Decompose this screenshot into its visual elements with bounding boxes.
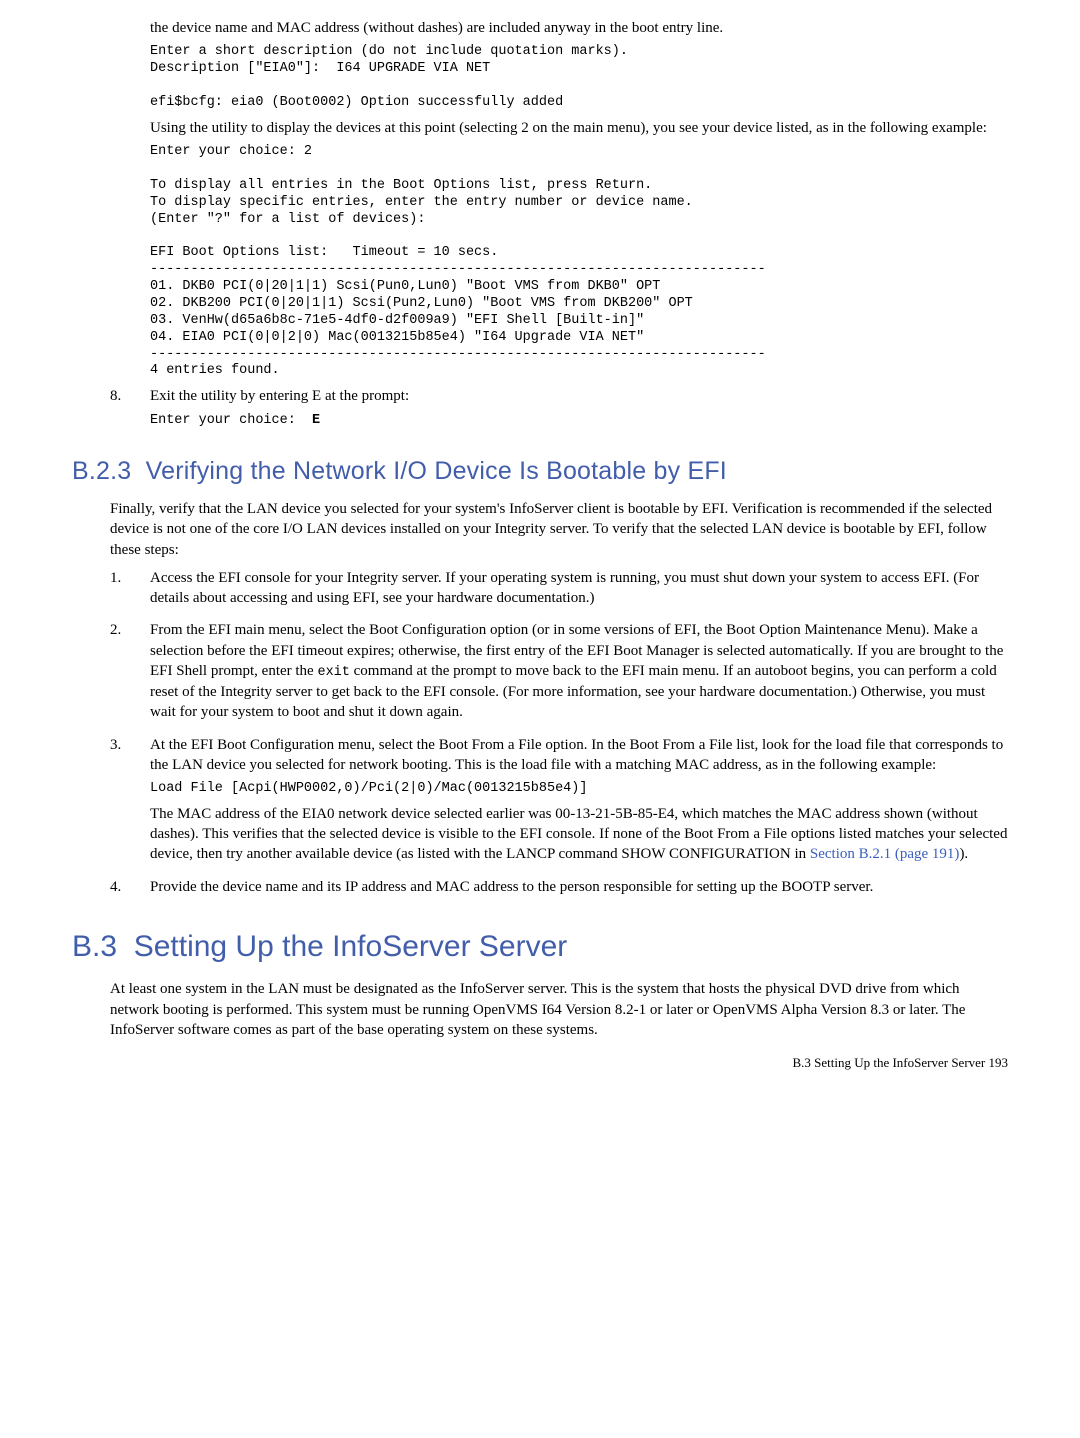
b23-step-3-code: Load File [Acpi(HWP0002,0)/Pci(2|0)/Mac(… <box>150 781 1008 798</box>
b23-step-3-p2: The MAC address of the EIA0 network devi… <box>150 804 1008 865</box>
step-8: 8. Exit the utility by entering E at the… <box>110 386 1008 435</box>
heading-b3-number: B.3 <box>72 927 117 968</box>
b23-step-2: 2. From the EFI main menu, select the Bo… <box>110 620 1008 728</box>
b23-step-1-number: 1. <box>110 568 150 615</box>
b23-step-4: 4. Provide the device name and its IP ad… <box>110 877 1008 903</box>
step-8-number: 8. <box>110 386 150 435</box>
heading-b3: B.3 Setting Up the InfoServer Server <box>72 927 1008 968</box>
code-block-description: Enter a short description (do not includ… <box>150 44 1008 112</box>
b23-step-2-number: 2. <box>110 620 150 728</box>
code-enter-description: Enter a short description (do not includ… <box>150 44 1008 112</box>
heading-b23-title: Verifying the Network I/O Device Is Boot… <box>146 457 727 485</box>
b23-step-4-text: Provide the device name and its IP addre… <box>150 877 1008 897</box>
step-8-code-prefix: Enter your choice: <box>150 413 312 428</box>
para-utility-display: Using the utility to display the devices… <box>150 118 1008 138</box>
b23-step-1: 1. Access the EFI console for your Integ… <box>110 568 1008 615</box>
heading-b23: B.2.3 Verifying the Network I/O Device I… <box>72 455 1008 489</box>
link-section-b21[interactable]: Section B.2.1 (page 191) <box>810 846 960 862</box>
b3-para: At least one system in the LAN must be d… <box>110 979 1008 1040</box>
para-using-utility: Using the utility to display the devices… <box>150 118 1008 138</box>
b23-step-3-p1: At the EFI Boot Configuration menu, sele… <box>150 735 1008 776</box>
b23-steps: 1. Access the EFI console for your Integ… <box>72 568 1008 903</box>
b23-step-2-text: From the EFI main menu, select the Boot … <box>150 620 1008 722</box>
heading-b23-number: B.2.3 <box>72 455 131 489</box>
step-8-code: Enter your choice: E <box>150 413 1008 430</box>
code-block-boot-options: Enter your choice: 2 To display all entr… <box>150 144 1008 380</box>
para-device-mac: the device name and MAC address (without… <box>150 18 1008 38</box>
heading-b3-title: Setting Up the InfoServer Server <box>134 930 568 963</box>
page-footer: B.3 Setting Up the InfoServer Server 193 <box>72 1054 1008 1072</box>
b23-step-3-number: 3. <box>110 735 150 871</box>
b23-step-3: 3. At the EFI Boot Configuration menu, s… <box>110 735 1008 871</box>
step-list-continued: 8. Exit the utility by entering E at the… <box>72 386 1008 435</box>
exit-command-inline: exit <box>317 665 349 680</box>
step-8-code-input: E <box>312 413 320 428</box>
b23-step-1-text: Access the EFI console for your Integrit… <box>150 568 1008 609</box>
b23-step-4-number: 4. <box>110 877 150 903</box>
b23-step-3-p2-b: ). <box>959 846 968 862</box>
step-8-text: Exit the utility by entering E at the pr… <box>150 386 1008 406</box>
b23-intro: Finally, verify that the LAN device you … <box>110 499 1008 560</box>
continuation-paragraph: the device name and MAC address (without… <box>150 18 1008 38</box>
code-boot-options-list: Enter your choice: 2 To display all entr… <box>150 144 1008 380</box>
